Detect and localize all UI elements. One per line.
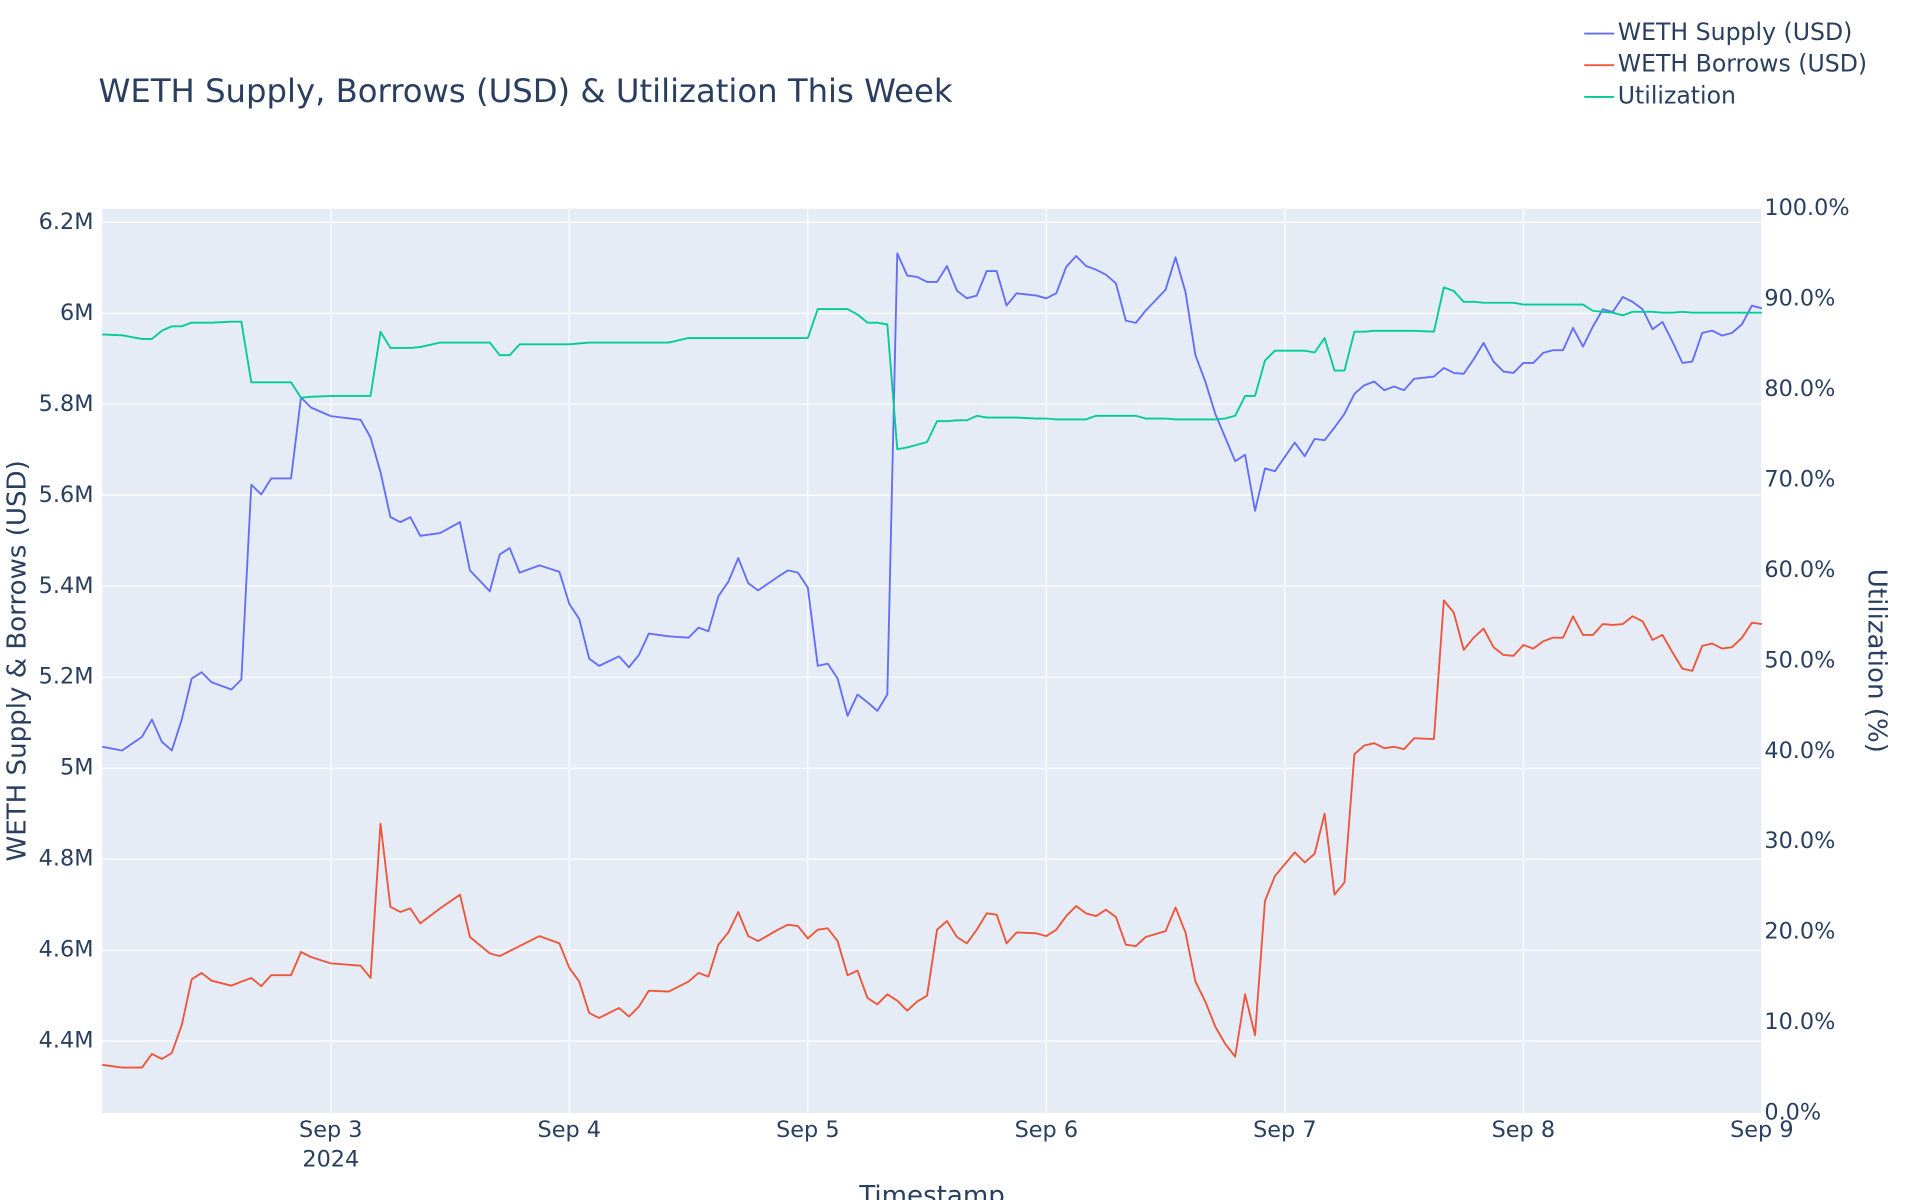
y-tick-label: 4.6M bbox=[39, 937, 94, 963]
y2-tick-label: 50.0% bbox=[1764, 647, 1835, 673]
y2-tick-label: 90.0% bbox=[1764, 286, 1835, 312]
y-tick-label: 5.8M bbox=[39, 391, 94, 417]
legend-item: WETH Borrows (USD) bbox=[1584, 50, 1867, 78]
legend-label: WETH Supply (USD) bbox=[1618, 18, 1853, 46]
series-line bbox=[102, 252, 1763, 752]
legend-label: Utilization bbox=[1618, 81, 1736, 109]
series-line bbox=[102, 286, 1762, 451]
tick-labels: 4.4M 4.6M 4.8M 5M 5.2M 5.4M 5.6M 5.8M 6M 6.2M 0.0%… bbox=[39, 195, 1850, 1173]
y-tick-label: 5.4M bbox=[39, 573, 94, 599]
legend: WETH Supply (USD) WETH Borrows (USD) Utili… bbox=[1584, 18, 1867, 109]
x-year-label: 2024 bbox=[302, 1147, 359, 1173]
y2-axis-title: Utilization (%) bbox=[1862, 569, 1892, 753]
plot-area bbox=[102, 208, 1762, 1114]
y2-tick-label: 20.0% bbox=[1764, 919, 1835, 945]
lines bbox=[102, 252, 1763, 1069]
y2-tick-label: 0.0% bbox=[1764, 1100, 1821, 1126]
y2-tick-label: 30.0% bbox=[1764, 828, 1835, 854]
y2-tick-label: 10.0% bbox=[1764, 1009, 1835, 1035]
y-tick-label: 4.8M bbox=[39, 846, 94, 872]
x-tick-label: Sep 5 bbox=[776, 1117, 839, 1143]
chart-title: WETH Supply, Borrows (USD) & Utilization… bbox=[99, 72, 953, 110]
y-tick-label: 5M bbox=[60, 755, 94, 781]
x-tick-label: Sep 3 bbox=[299, 1117, 362, 1143]
y2-tick-label: 40.0% bbox=[1764, 738, 1835, 764]
y-tick-label: 6M bbox=[60, 300, 94, 326]
x-tick-label: Sep 4 bbox=[538, 1117, 601, 1143]
y-tick-label: 5.6M bbox=[39, 482, 94, 508]
y-tick-label: 6.2M bbox=[39, 209, 94, 235]
y-axis-title: WETH Supply & Borrows (USD) bbox=[2, 460, 32, 861]
x-axis-title: Timestamp bbox=[858, 1181, 1005, 1200]
y-tick-label: 4.4M bbox=[39, 1028, 94, 1054]
y2-tick-label: 100.0% bbox=[1764, 195, 1849, 221]
legend-label: WETH Borrows (USD) bbox=[1618, 50, 1867, 78]
x-tick-label: Sep 8 bbox=[1492, 1117, 1555, 1143]
y2-tick-label: 70.0% bbox=[1764, 467, 1835, 493]
legend-item: WETH Supply (USD) bbox=[1584, 18, 1852, 46]
legend-item: Utilization bbox=[1584, 81, 1736, 109]
series-line bbox=[102, 599, 1762, 1069]
x-tick-label: Sep 6 bbox=[1015, 1117, 1078, 1143]
y2-tick-label: 80.0% bbox=[1764, 376, 1835, 402]
x-tick-label: Sep 9 bbox=[1730, 1117, 1793, 1143]
y2-tick-label: 60.0% bbox=[1764, 557, 1835, 583]
y-tick-label: 5.2M bbox=[39, 664, 94, 690]
x-tick-label: Sep 7 bbox=[1253, 1117, 1316, 1143]
